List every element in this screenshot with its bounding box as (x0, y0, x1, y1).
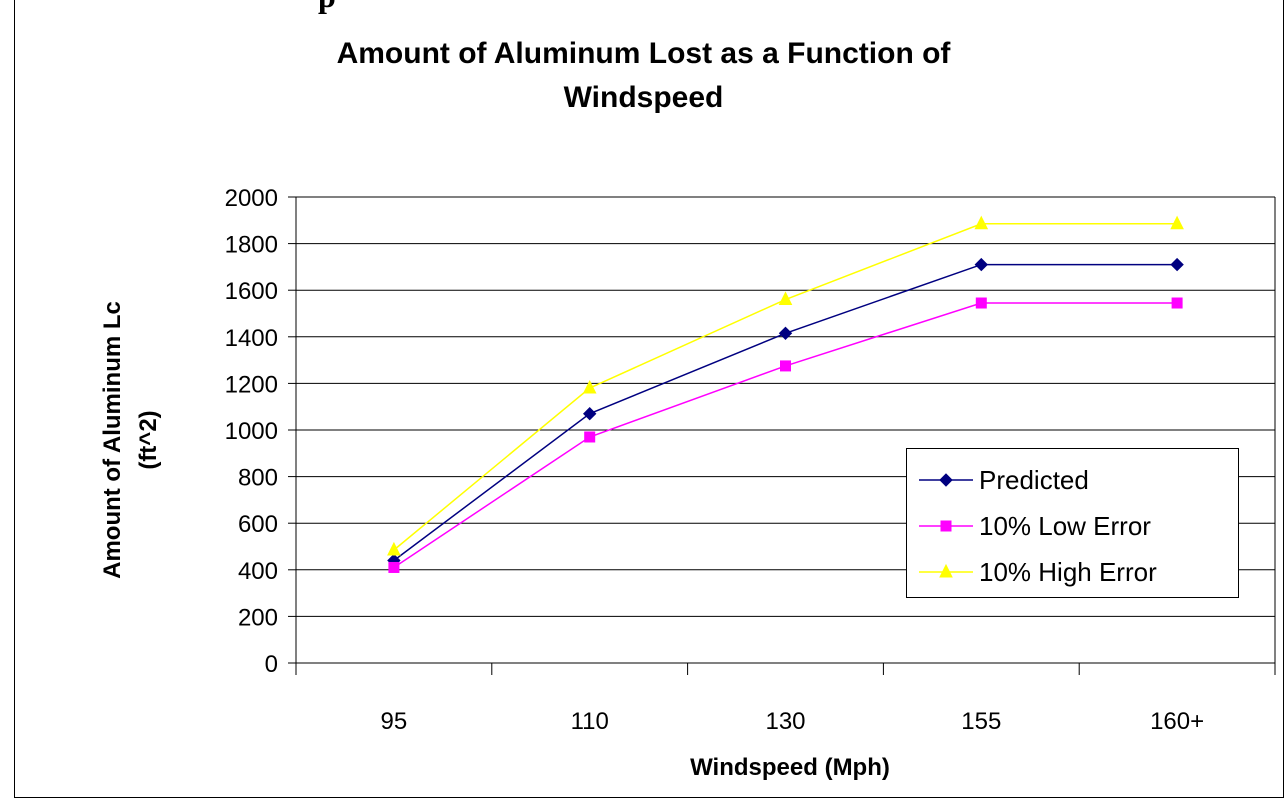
legend-item-low-error: 10% Low Error (907, 503, 1238, 549)
series-2 (388, 297, 1183, 573)
y-tick-label: 1400 (225, 325, 278, 352)
series-lines (387, 215, 1184, 573)
y-tick-label: 200 (238, 604, 278, 631)
y-tick-label: 2000 (225, 185, 278, 212)
axes (288, 196, 1276, 675)
data-point (778, 291, 793, 306)
legend-swatch-high-error (919, 563, 973, 578)
data-point (1170, 215, 1184, 230)
chart-frame (14, 0, 1284, 798)
legend-marker (939, 563, 953, 578)
cropped-text-fragment: p (318, 0, 336, 15)
series-3 (387, 215, 1184, 556)
chart-title: Amount of Aluminum Lost as a Function of… (0, 32, 1287, 120)
data-point (778, 326, 793, 341)
data-point (1170, 257, 1184, 272)
data-point (584, 431, 596, 443)
legend-label-predicted: Predicted (979, 465, 1089, 495)
y-tick-label: 1200 (225, 371, 278, 398)
legend-item-predicted: Predicted (907, 457, 1238, 503)
chart-title-line-2: Windspeed (563, 81, 724, 114)
data-point (975, 297, 987, 309)
x-tick-label: 155 (961, 708, 1001, 735)
y-axis-label-line-1: Amount of Aluminum Lc (99, 301, 126, 579)
legend-marker (939, 473, 953, 487)
legend-marker (940, 520, 952, 532)
x-tick-label: 110 (571, 708, 609, 735)
y-tick-label: 1800 (225, 232, 278, 259)
y-tick-label: 1600 (225, 278, 278, 305)
y-tick-label: 400 (238, 558, 278, 585)
data-point (582, 406, 597, 421)
data-point (974, 257, 989, 272)
data-point (387, 541, 401, 556)
legend-swatch-predicted (919, 473, 973, 487)
data-point (582, 379, 597, 394)
x-axis-label: Windspeed (Mph) (690, 754, 890, 781)
legend-label-high-error: 10% High Error (979, 557, 1157, 587)
tick-labels: 0 200 400 600 800 1000 1200 1400 1600 1800 2000 95 1… (225, 185, 1205, 735)
legend-item-high-error: 10% High Error (907, 549, 1238, 595)
x-tick-label: 160+ (1150, 708, 1204, 735)
y-tick-label: 1000 (225, 418, 278, 445)
data-point (388, 561, 400, 573)
y-tick-label: 800 (238, 465, 278, 492)
legend-swatch-low-error (919, 520, 973, 532)
data-point (1171, 297, 1183, 309)
chart-title-line-1: Amount of Aluminum Lost as a Function of (336, 37, 951, 70)
data-point (974, 215, 989, 230)
y-tick-label: 0 (265, 651, 278, 678)
x-tick-label: 95 (381, 708, 408, 735)
x-tick-label: 130 (765, 708, 805, 735)
legend: Predicted 10% Low Error 10% High Error (906, 448, 1239, 598)
y-axis-label-line-2: (ft^2) (135, 410, 162, 469)
y-tick-label: 600 (238, 511, 278, 538)
data-point (780, 360, 791, 372)
y-axis-label: Amount of Aluminum Lc (ft^2) (99, 301, 162, 579)
legend-label-low-error: 10% Low Error (979, 511, 1151, 541)
